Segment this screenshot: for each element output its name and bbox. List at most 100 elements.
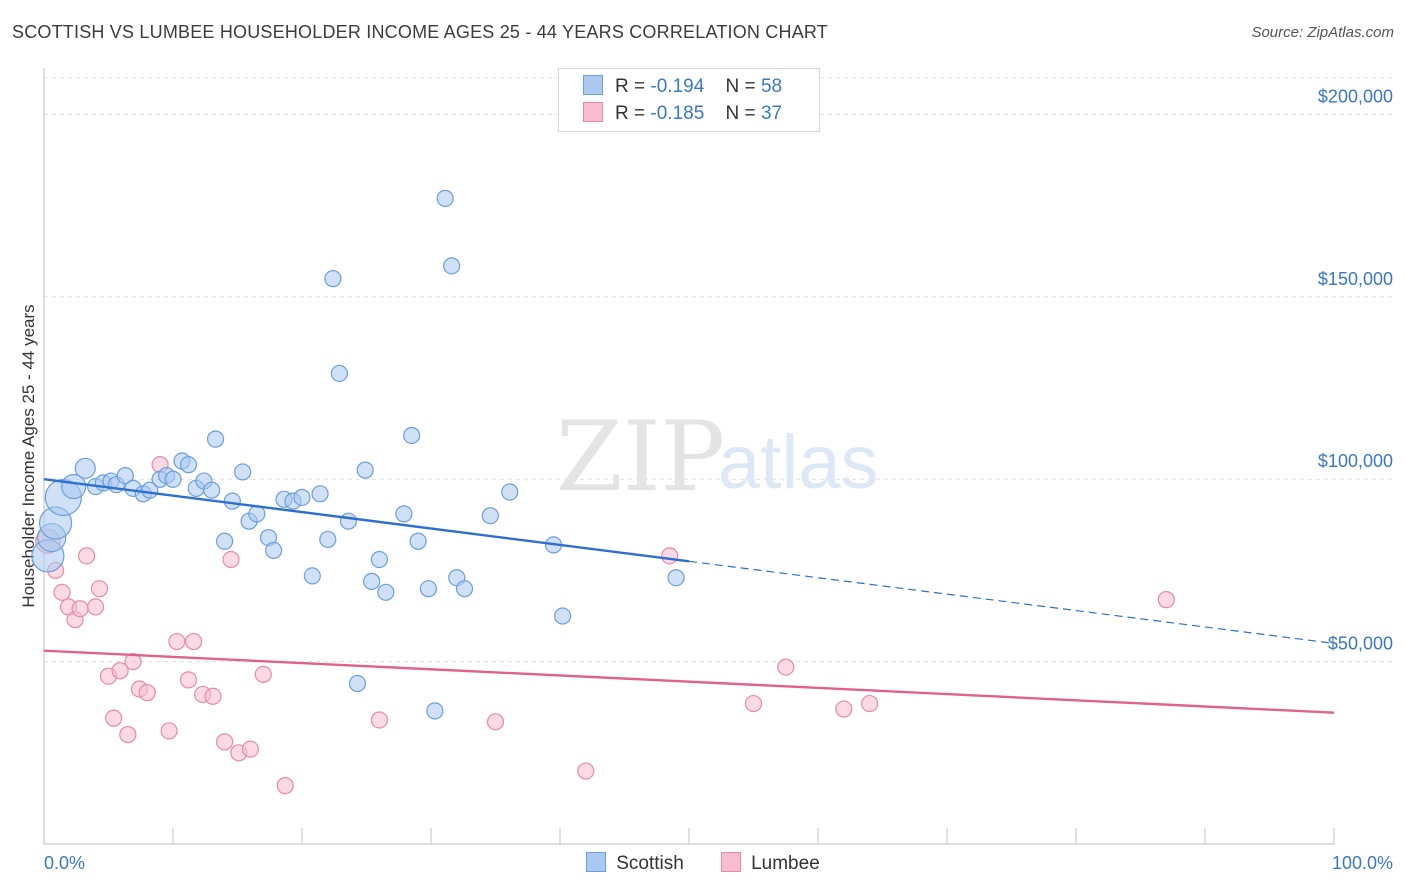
scottish-point (324, 270, 342, 288)
n-value: 58 (760, 76, 783, 97)
scottish-trend-extension (688, 560, 1335, 644)
scottish-point (206, 430, 225, 448)
source-credit: Source: ZipAtlas.com (1251, 24, 1394, 41)
lumbee-point (160, 722, 178, 740)
scottish-point (61, 473, 87, 500)
scottish-point (370, 550, 388, 569)
lumbee-trend-line (43, 649, 1335, 714)
y-tick-label: $100,000 (1318, 451, 1393, 471)
lumbee-point (254, 665, 272, 683)
correlation-legend: R = -0.194 N = 58 R = -0.185 N = 37 (558, 68, 820, 132)
x-tick-label: 0.0% (44, 853, 85, 873)
scottish-point (377, 583, 395, 601)
scottish-trend-line (43, 478, 690, 563)
lumbee-point (77, 547, 96, 565)
grid-lines (44, 77, 1394, 663)
scottish-point (311, 485, 329, 503)
lumbee-point (119, 725, 137, 744)
scottish-point (455, 580, 474, 598)
legend-item-scottish: Scottish (586, 852, 684, 875)
scottish-point (339, 512, 358, 530)
x-tick-marks (43, 828, 1335, 844)
lumbee-point (90, 580, 109, 598)
scottish-point (319, 530, 337, 549)
lumbee-swatch (721, 852, 742, 872)
x-tick-labels: 0.0% 100.0% (44, 853, 1393, 873)
r-value: -0.194 (650, 76, 705, 97)
y-tick-label: $150,000 (1318, 269, 1393, 289)
lumbee-point (661, 547, 679, 565)
y-tick-labels: $50,000 $100,000 $150,000 $200,000 (1318, 86, 1393, 653)
lumbee-point (222, 550, 240, 569)
legend-label-scottish: Scottish (616, 853, 684, 874)
y-tick-label: $200,000 (1318, 86, 1393, 106)
lumbee-swatch (583, 102, 603, 122)
scottish-point (356, 461, 374, 479)
lumbee-point (53, 583, 71, 601)
n-value: 37 (760, 103, 783, 124)
lumbee-point (86, 598, 105, 616)
scottish-point (419, 580, 438, 598)
lumbee-point (179, 671, 198, 689)
lumbee-point (744, 694, 763, 713)
y-tick-label: $50,000 (1328, 634, 1393, 654)
lumbee-point (105, 709, 123, 727)
watermark-zip: ZIP (556, 401, 725, 513)
lumbee-point (276, 777, 294, 795)
scottish-point (667, 569, 685, 587)
watermark: ZIP atlas (556, 401, 879, 513)
trend-lines (43, 478, 1335, 714)
scottish-point (223, 492, 241, 510)
lumbee-point (835, 700, 853, 718)
n-label: N = (725, 76, 756, 97)
legend-row-scottish: R = -0.194 N = 58 (583, 75, 782, 99)
lumbee-point (1157, 591, 1175, 609)
r-label: R = (615, 103, 646, 124)
scottish-point (164, 470, 182, 488)
y-axis-label: Householder Income Ages 25 - 44 years (19, 304, 38, 607)
scottish-point (436, 189, 454, 207)
scottish-point (234, 463, 252, 481)
scottish-point (74, 457, 96, 479)
scottish-point (395, 505, 413, 523)
series-legend: Scottish Lumbee (0, 852, 1406, 875)
legend-row-lumbee: R = -0.185 N = 37 (583, 102, 782, 126)
lumbee-point (168, 632, 186, 651)
scottish-point (501, 483, 519, 501)
lumbee-point (777, 658, 795, 676)
scottish-point (116, 466, 134, 485)
lumbee-point (486, 713, 505, 731)
scottish-point (203, 481, 221, 499)
scottish-point (348, 674, 367, 693)
lumbee-point (204, 687, 222, 705)
lumbee-point (111, 662, 129, 680)
lumbee-point (577, 762, 595, 780)
scottish-point (426, 702, 444, 720)
scottish-point (363, 572, 381, 590)
scottish-point (330, 364, 349, 383)
scottish-point (553, 607, 572, 625)
legend-item-lumbee: Lumbee (721, 852, 820, 875)
lumbee-point (860, 694, 879, 713)
r-value: -0.185 (650, 103, 705, 124)
watermark-atlas: atlas (718, 420, 879, 505)
n-label: N = (725, 103, 756, 124)
scottish-point (481, 507, 499, 525)
scottish-point (179, 456, 198, 474)
lumbee-point (71, 600, 89, 618)
scottish-point (443, 257, 461, 275)
scottish-point (248, 505, 266, 523)
r-label: R = (615, 76, 646, 97)
legend-label-lumbee: Lumbee (751, 853, 820, 874)
scottish-swatch (583, 75, 603, 95)
lumbee-series-points (35, 456, 1175, 795)
scottish-point (265, 541, 283, 559)
scottish-point (303, 567, 321, 585)
lumbee-point (138, 684, 156, 702)
scottish-point (403, 426, 421, 445)
x-tick-label: 100.0% (1332, 853, 1393, 873)
chart-title: SCOTTISH VS LUMBEE HOUSEHOLDER INCOME AG… (12, 22, 828, 42)
scottish-point (409, 532, 427, 550)
scottish-point (293, 488, 311, 507)
